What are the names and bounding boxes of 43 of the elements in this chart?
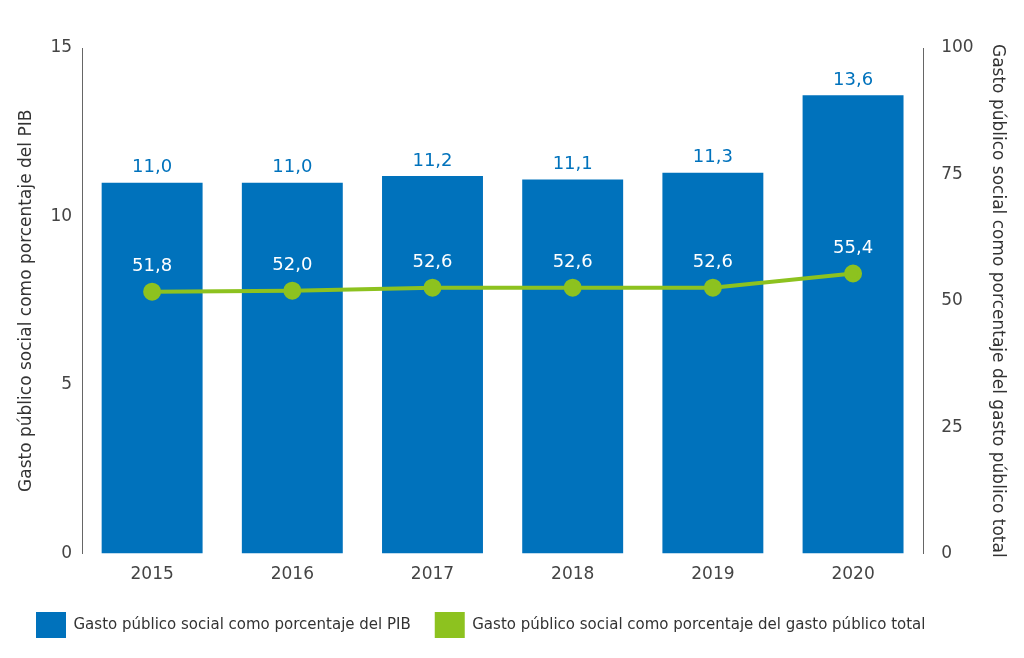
bar [382, 176, 483, 554]
data-label: 11,0 [272, 155, 313, 177]
y-tick-label: 15 [50, 36, 73, 57]
point [283, 281, 302, 300]
x-tick-label: 2015 [130, 563, 174, 584]
y-tick-label: 0 [61, 542, 73, 563]
bar [522, 179, 624, 554]
data-label: 11,3 [692, 145, 733, 167]
point [423, 278, 442, 297]
y-axis-title: Gasto público social como porcentaje del PIB [14, 109, 35, 492]
legend-label: Gasto público social como porcentaje del PIB [73, 614, 411, 633]
x-tick-label: 2019 [691, 563, 735, 584]
point [143, 282, 162, 301]
y2-tick-label: 0 [941, 542, 952, 563]
data-label: 11,1 [552, 152, 593, 174]
y2-axis-title: Gasto público social como porcentaje del gasto público total [989, 43, 1010, 558]
data-label: 11,2 [412, 148, 453, 170]
bar [101, 182, 203, 554]
x-tick-label: 2018 [551, 563, 595, 584]
data-label: 13,6 [833, 67, 874, 89]
data-label: 52,6 [692, 250, 733, 272]
y2-tick-label: 50 [941, 289, 963, 310]
point [563, 278, 582, 297]
bar [802, 95, 904, 554]
y-tick-label: 5 [61, 373, 73, 394]
data-label: 11,0 [132, 155, 173, 177]
y-tick-label: 10 [50, 204, 73, 225]
data-label: 52,6 [412, 250, 453, 272]
x-tick-label: 2017 [410, 563, 455, 584]
y2-tick-label: 75 [941, 162, 963, 183]
data-label: 55,4 [833, 236, 874, 258]
bar [241, 182, 343, 554]
x-tick-label: 2016 [270, 563, 314, 584]
bar [662, 172, 764, 554]
y2-tick-label: 100 [941, 36, 974, 57]
y2-tick-label: 25 [941, 415, 963, 436]
point [844, 264, 863, 283]
x-tick-label: 2020 [831, 563, 875, 584]
data-label: 51,8 [132, 254, 173, 276]
data-label: 52,0 [272, 253, 313, 275]
point [703, 278, 722, 297]
data-label: 52,6 [552, 250, 593, 272]
legend-label: Gasto público social como porcentaje del gasto público total [472, 614, 926, 633]
